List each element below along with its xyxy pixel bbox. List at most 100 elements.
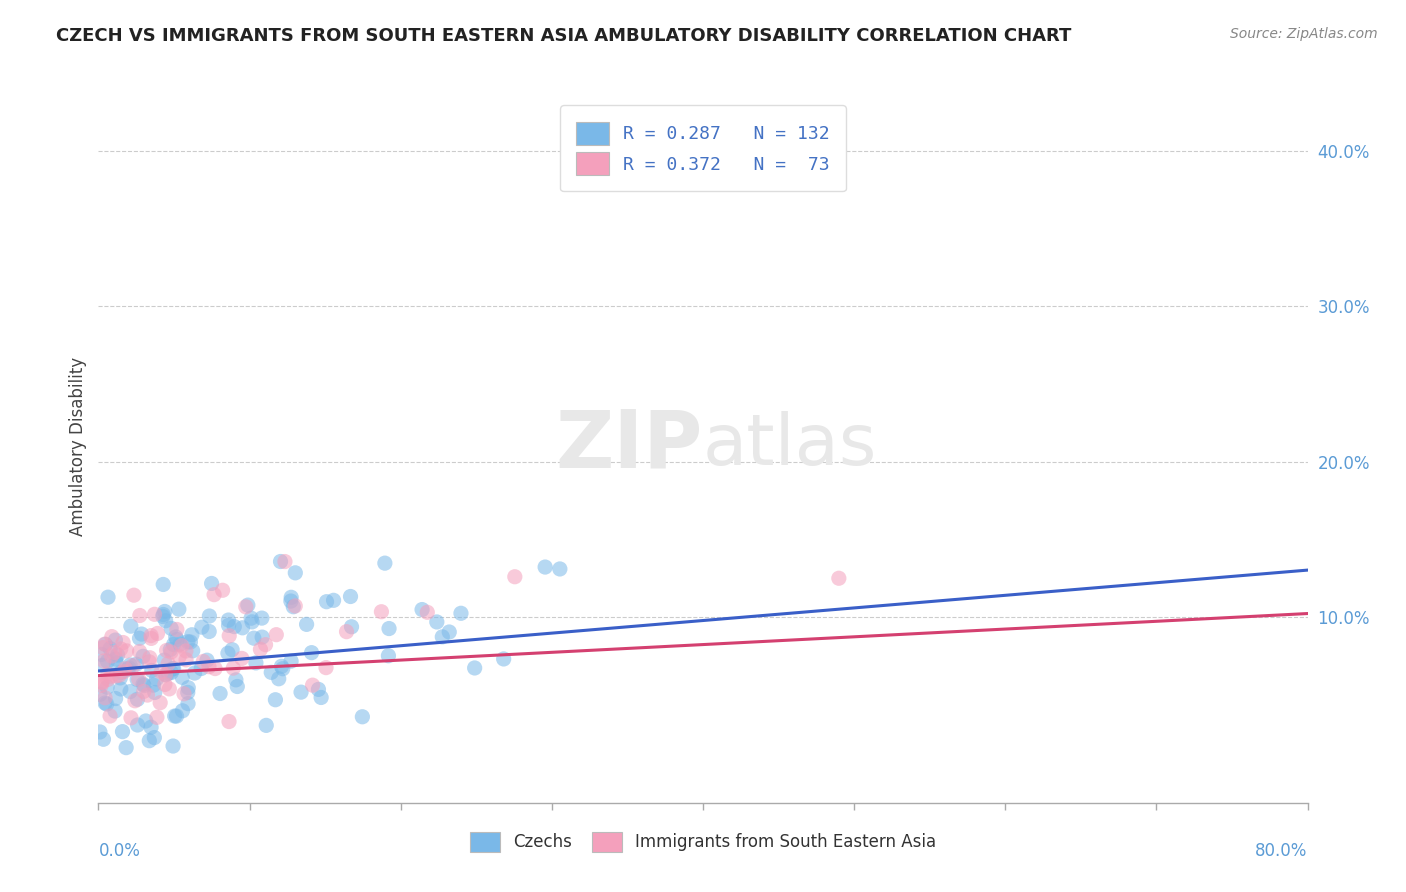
Point	[145, 672, 167, 686]
Point	[177, 681, 200, 695]
Point	[112, 635, 135, 649]
Point	[100, 648, 122, 663]
Point	[169, 637, 191, 651]
Point	[110, 671, 132, 685]
Point	[128, 632, 150, 646]
Point	[231, 651, 253, 665]
Point	[165, 630, 187, 644]
Point	[104, 691, 127, 706]
Text: 0.0%: 0.0%	[98, 842, 141, 860]
Point	[155, 668, 177, 682]
Point	[120, 658, 142, 673]
Point	[198, 659, 221, 673]
Point	[503, 570, 526, 584]
Point	[104, 633, 127, 648]
Point	[193, 655, 215, 669]
Point	[170, 639, 193, 653]
Text: atlas: atlas	[703, 411, 877, 481]
Point	[236, 598, 259, 612]
Point	[218, 629, 240, 643]
Point	[270, 659, 292, 673]
Point	[149, 696, 172, 710]
Point	[125, 657, 148, 672]
Point	[139, 629, 162, 643]
Point	[131, 627, 153, 641]
Text: 80.0%: 80.0%	[1256, 842, 1308, 860]
Point	[89, 725, 111, 739]
Point	[110, 681, 132, 696]
Point	[254, 638, 277, 652]
Point	[111, 724, 134, 739]
Point	[132, 679, 155, 693]
Point	[177, 634, 200, 648]
Point	[162, 638, 184, 652]
Point	[162, 662, 184, 676]
Point	[105, 656, 128, 670]
Point	[155, 614, 177, 628]
Point	[322, 593, 344, 607]
Point	[120, 619, 142, 633]
Point	[89, 687, 111, 701]
Point	[143, 607, 166, 622]
Point	[209, 686, 232, 700]
Point	[250, 630, 273, 644]
Text: Source: ZipAtlas.com: Source: ZipAtlas.com	[1230, 27, 1378, 41]
Point	[112, 665, 135, 679]
Point	[94, 637, 117, 651]
Point	[249, 642, 271, 657]
Point	[124, 694, 146, 708]
Point	[157, 666, 180, 681]
Point	[136, 688, 159, 702]
Point	[166, 632, 188, 647]
Point	[172, 670, 194, 684]
Point	[191, 620, 214, 634]
Point	[231, 621, 253, 635]
Point	[110, 665, 132, 680]
Point	[204, 662, 226, 676]
Point	[267, 672, 290, 686]
Point	[162, 662, 184, 676]
Point	[155, 643, 177, 657]
Point	[217, 646, 239, 660]
Point	[174, 653, 197, 667]
Text: CZECH VS IMMIGRANTS FROM SOUTH EASTERN ASIA AMBULATORY DISABILITY CORRELATION CH: CZECH VS IMMIGRANTS FROM SOUTH EASTERN A…	[56, 27, 1071, 45]
Point	[143, 685, 166, 699]
Point	[98, 641, 121, 656]
Point	[301, 678, 323, 692]
Point	[315, 595, 337, 609]
Point	[142, 678, 165, 692]
Point	[104, 652, 127, 666]
Point	[240, 611, 263, 625]
Point	[250, 611, 273, 625]
Point	[260, 665, 283, 680]
Point	[340, 620, 363, 634]
Point	[198, 609, 221, 624]
Point	[217, 613, 239, 627]
Point	[271, 662, 294, 676]
Point	[195, 653, 218, 667]
Point	[157, 657, 180, 671]
Point	[139, 720, 162, 734]
Point	[135, 714, 157, 728]
Point	[335, 624, 357, 639]
Point	[226, 680, 249, 694]
Point	[179, 635, 201, 649]
Point	[110, 641, 132, 656]
Point	[98, 709, 121, 723]
Point	[339, 590, 361, 604]
Point	[97, 667, 120, 681]
Point	[284, 566, 307, 580]
Point	[96, 654, 118, 668]
Point	[177, 685, 200, 699]
Point	[97, 590, 120, 604]
Point	[120, 684, 142, 698]
Point	[225, 673, 247, 687]
Point	[122, 588, 145, 602]
Point	[159, 642, 181, 657]
Point	[90, 648, 112, 662]
Point	[245, 656, 267, 670]
Point	[307, 682, 329, 697]
Point	[127, 692, 149, 706]
Point	[91, 640, 114, 655]
Point	[280, 594, 302, 608]
